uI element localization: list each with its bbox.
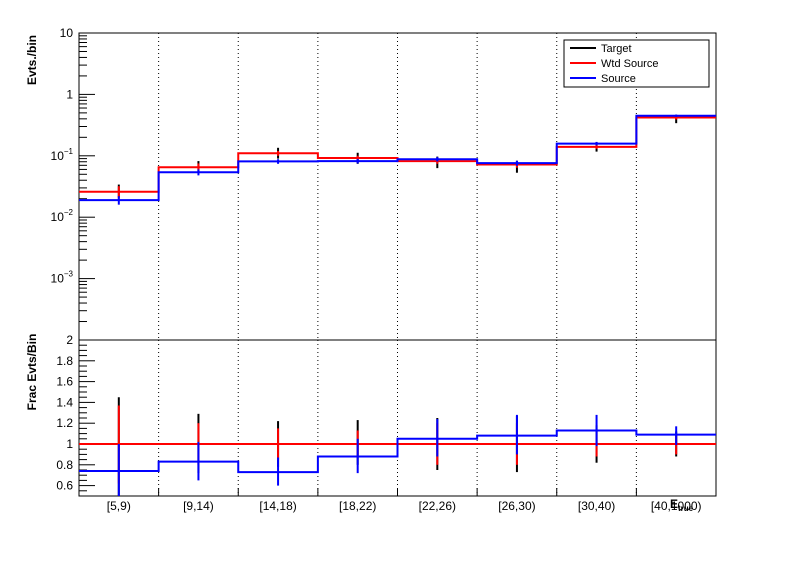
top-y-tick-label: 10−3 [51, 270, 74, 286]
bottom-series [79, 397, 716, 496]
top-series [79, 114, 716, 205]
x-axis: [5,9) [9,14) [14,18) [18,22) [22,26) [26,30) [… [78, 488, 717, 513]
bottom-y-tick-label: 1.8 [56, 354, 73, 368]
x-tick-label: [18,22) [339, 499, 376, 513]
legend-entries: Target Wtd Source Source [570, 43, 658, 85]
bottom-panel: 0.6 0.8 1 1.2 1.4 1.6 1.8 2 Frac Evts/Bin [25, 333, 717, 497]
top-y-tick-label: 10−1 [51, 147, 74, 163]
bottom-y-tick-label: 0.8 [56, 458, 73, 472]
x-tick-label: [14,18) [259, 499, 296, 513]
x-axis-label: Etrue [670, 497, 694, 513]
x-tick-label: [5,9) [107, 499, 131, 513]
bottom-y-tick-label: 1.2 [56, 416, 73, 430]
x-tick-label: [30,40) [578, 499, 615, 513]
legend: Target Wtd Source Source [563, 39, 710, 88]
top-y-tick-exponent: −1 [64, 147, 74, 156]
top-y-tick-base: 1 [66, 87, 73, 101]
top-y-tick-label: 10−2 [51, 208, 74, 224]
bottom-y-tick-label: 1 [66, 437, 73, 451]
top-y-tick-label: 10 [60, 26, 74, 40]
x-axis-label-subscript: true [678, 504, 694, 513]
x-tick-label: [40,1000) [651, 499, 702, 513]
bottom-y-tick-label: 1.6 [56, 375, 73, 389]
x-tick-label: [26,30) [498, 499, 535, 513]
bottom-y-axis-label: Frac Evts/Bin [25, 334, 39, 411]
top-y-tick-base: 10 [51, 272, 65, 286]
x-tick-label: [9,14) [183, 499, 214, 513]
top-y-tick-base: 10 [60, 26, 74, 40]
bottom-y-tick-label: 0.6 [56, 479, 73, 493]
top-y-axis-label: Evts./bin [25, 35, 39, 85]
top-y-tick-base: 10 [51, 149, 65, 163]
top-y-tick-base: 10 [51, 210, 65, 224]
top-y-tick-exponent: −3 [64, 270, 74, 279]
legend-label: Source [601, 73, 636, 85]
legend-label: Wtd Source [601, 58, 658, 70]
legend-label: Target [601, 43, 632, 55]
bottom-y-tick-label: 2 [66, 333, 73, 347]
top-y-tick-label: 1 [66, 87, 73, 101]
x-tick-label: [22,26) [419, 499, 456, 513]
bottom-y-axis: 0.6 0.8 1 1.2 1.4 1.6 1.8 2 [56, 333, 95, 497]
x-axis-label-main: E [670, 497, 678, 511]
bottom-y-tick-label: 1.4 [56, 395, 73, 409]
top-y-tick-exponent: −2 [64, 208, 74, 217]
